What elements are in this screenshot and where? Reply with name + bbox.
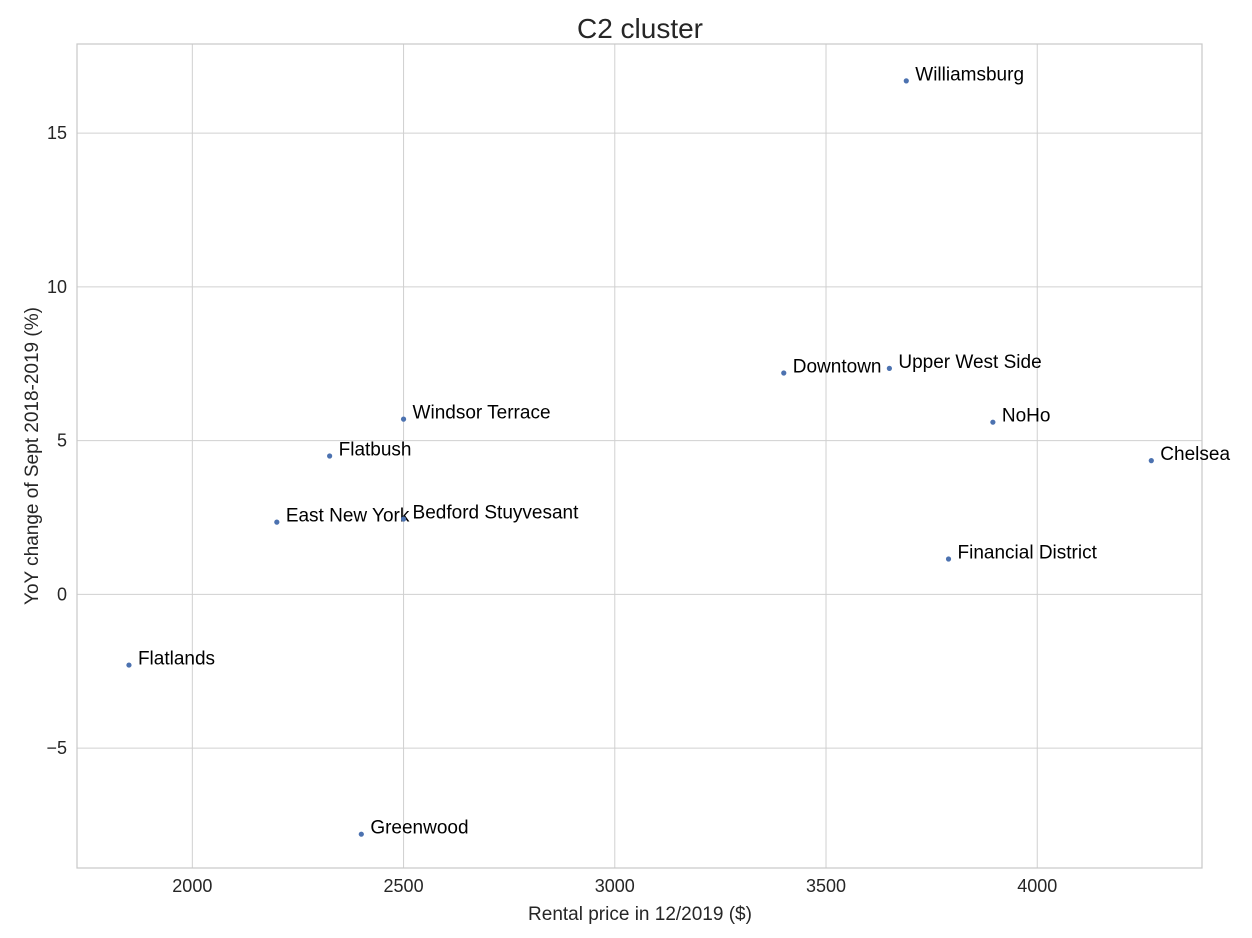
chart-title: C2 cluster — [577, 13, 703, 44]
x-tick-label: 2500 — [384, 876, 424, 896]
y-tick-label: −5 — [46, 738, 67, 758]
data-point-label: Chelsea — [1160, 444, 1230, 465]
data-point-label: NoHo — [1002, 406, 1051, 427]
data-point-label: Upper West Side — [898, 352, 1041, 373]
x-tick-label: 3000 — [595, 876, 635, 896]
tick-layer: 2000 2500 3000 3500 4000 −5 0 5 10 15 — [46, 123, 1057, 896]
grid-layer — [77, 44, 1202, 868]
y-tick-label: 10 — [47, 277, 67, 297]
plot-frame — [76, 43, 1203, 869]
data-point — [400, 416, 407, 422]
data-point-label: Flatlands — [138, 649, 215, 670]
data-point-label: Williamsburg — [915, 64, 1024, 85]
data-point-label: Bedford Stuyvesant — [413, 503, 580, 524]
data-point — [400, 516, 407, 522]
data-point — [327, 453, 333, 459]
data-point-label: Windsor Terrace — [413, 403, 551, 424]
data-point — [945, 556, 952, 562]
x-tick-label: 4000 — [1017, 876, 1057, 896]
data-point — [990, 419, 996, 425]
data-point — [274, 519, 280, 525]
data-point-label: Greenwood — [370, 818, 468, 839]
data-point — [903, 78, 909, 84]
data-point — [886, 365, 892, 371]
data-point — [781, 370, 787, 376]
data-point-label: Flatbush — [339, 440, 412, 461]
y-tick-label: 0 — [57, 584, 67, 604]
data-point — [126, 662, 132, 668]
x-axis-label: Rental price in 12/2019 ($) — [528, 904, 752, 925]
y-tick-label: 5 — [57, 431, 67, 451]
point-layer: Williamsburg Downtown Upper West Side NoHo W… — [126, 64, 1230, 839]
y-tick-label: 15 — [47, 123, 67, 143]
data-point-label: East New York — [286, 506, 410, 527]
x-tick-label: 3500 — [806, 876, 846, 896]
x-tick-label: 2000 — [172, 876, 212, 896]
data-point — [1148, 458, 1154, 464]
data-point-label: Financial District — [958, 543, 1098, 564]
data-point — [358, 831, 364, 837]
y-axis-label: YoY change of Sept 2018-2019 (%) — [22, 307, 43, 605]
data-point-label: Downtown — [793, 356, 882, 377]
